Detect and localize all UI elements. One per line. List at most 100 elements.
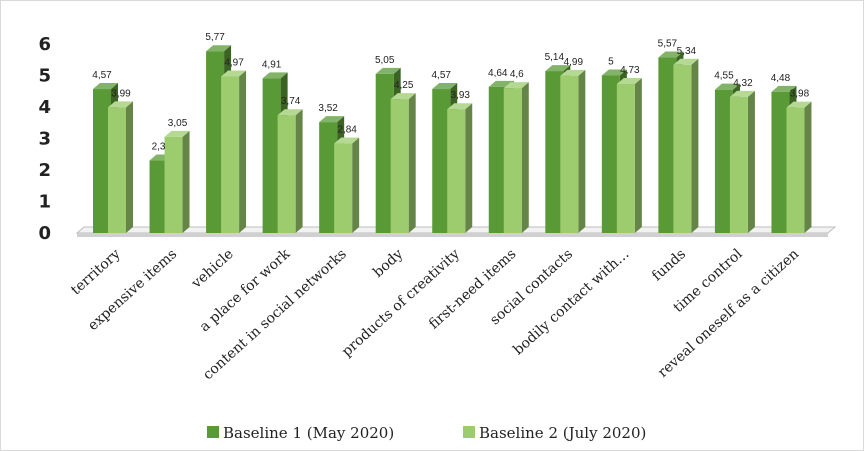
bar-side: [521, 82, 529, 233]
bar-top: [432, 83, 458, 90]
category-label: bodily contact with…: [510, 246, 632, 358]
bar-front: [262, 78, 281, 234]
bar-top: [560, 69, 586, 76]
bar-top: [729, 90, 755, 97]
bar-front: [601, 75, 620, 233]
bar: [334, 137, 360, 233]
bar-top: [108, 101, 133, 108]
bar-side: [804, 101, 812, 233]
bar: [503, 82, 529, 233]
bar-side: [352, 137, 360, 233]
bar-top: [714, 83, 740, 90]
category-label: body: [370, 246, 406, 281]
bar-top: [771, 85, 797, 92]
legend-swatch-baseline-2: [463, 426, 475, 438]
bar-side: [634, 78, 642, 233]
category-label: vehicle: [188, 246, 237, 292]
bar-front: [447, 109, 466, 233]
bar-front: [319, 122, 338, 233]
bar-top: [616, 78, 642, 85]
bar-front: [93, 89, 111, 233]
data-label: 5,77: [205, 32, 225, 43]
bar-top: [164, 130, 190, 137]
bar: [786, 101, 812, 233]
bar-front: [560, 75, 579, 233]
bar-side: [465, 103, 473, 233]
data-label: 4,55: [714, 71, 734, 82]
y-tick-label: 4: [38, 97, 51, 118]
bar-side: [691, 58, 699, 233]
legend-swatch-baseline-1: [207, 426, 219, 438]
bar-front: [432, 89, 451, 233]
data-label: 4,6: [510, 69, 524, 80]
y-tick-label: 6: [38, 34, 51, 55]
bar-front: [375, 73, 394, 233]
bar-side: [295, 109, 303, 233]
bar-front: [206, 51, 225, 234]
bar-side: [408, 93, 416, 233]
category-label: territory: [68, 246, 124, 298]
bar-front: [503, 88, 522, 233]
bar: [560, 69, 586, 233]
data-label: 5,14: [545, 52, 565, 63]
bar: [164, 130, 190, 233]
bar: [390, 93, 416, 233]
bar: [447, 103, 473, 233]
bar-side: [126, 101, 133, 233]
data-label: 4,64: [488, 68, 508, 79]
bar-side: [578, 69, 586, 233]
bar-top: [503, 82, 529, 89]
bar-front: [729, 96, 748, 233]
data-label: 3,05: [168, 118, 188, 129]
bar-front: [164, 136, 183, 233]
bar-front: [545, 71, 564, 233]
y-tick-label: 0: [38, 223, 51, 244]
data-label: 4,73: [620, 65, 640, 76]
legend: Baseline 1 (May 2020) Baseline 2 (July 2…: [207, 424, 646, 442]
bar: [729, 90, 755, 233]
y-tick-label: 2: [38, 160, 51, 181]
bar-side: [182, 130, 190, 233]
data-label: 4,57: [431, 70, 451, 81]
bar-top: [658, 51, 684, 58]
data-label: 4,99: [564, 57, 584, 68]
data-label: 4,25: [394, 80, 414, 91]
category-label: funds: [649, 246, 689, 284]
bar: [616, 78, 642, 233]
data-labels: 4,57 3,99 2,3 3,05 5,77 4,97 4,91 3,74 3,52 2,84 5…: [92, 32, 809, 152]
data-label: 2,3: [152, 142, 166, 153]
bar-front: [714, 89, 733, 233]
data-label: 3,99: [111, 88, 131, 99]
data-label: 5,05: [375, 55, 395, 66]
bar-side: [239, 70, 247, 233]
bar: [277, 109, 303, 233]
bar-top: [334, 137, 360, 144]
bar-top: [673, 58, 699, 65]
bar-front: [771, 91, 790, 233]
y-axis-ticks: 0 1 2 3 4 5 6: [38, 34, 51, 244]
data-label: 3,93: [450, 90, 470, 101]
bar-front: [786, 107, 805, 233]
y-tick-label: 5: [38, 66, 51, 87]
bar: [673, 58, 699, 233]
bar-front: [616, 84, 635, 233]
bar-top: [786, 101, 812, 108]
bar-top: [375, 67, 401, 74]
data-label: 4,91: [262, 59, 282, 70]
bar-top: [277, 109, 303, 116]
data-label: 5,34: [677, 46, 697, 57]
data-label: 4,32: [733, 78, 753, 89]
bar-front: [673, 64, 692, 233]
bar-top: [221, 70, 247, 77]
bar: [221, 70, 247, 233]
bar-front: [658, 57, 677, 233]
bar-front: [149, 160, 168, 233]
data-label: 3,74: [281, 96, 301, 107]
legend-label-baseline-1: Baseline 1 (May 2020): [223, 424, 394, 442]
y-tick-label: 3: [38, 129, 51, 150]
bar-front: [390, 99, 409, 233]
bar-side: [747, 90, 755, 233]
